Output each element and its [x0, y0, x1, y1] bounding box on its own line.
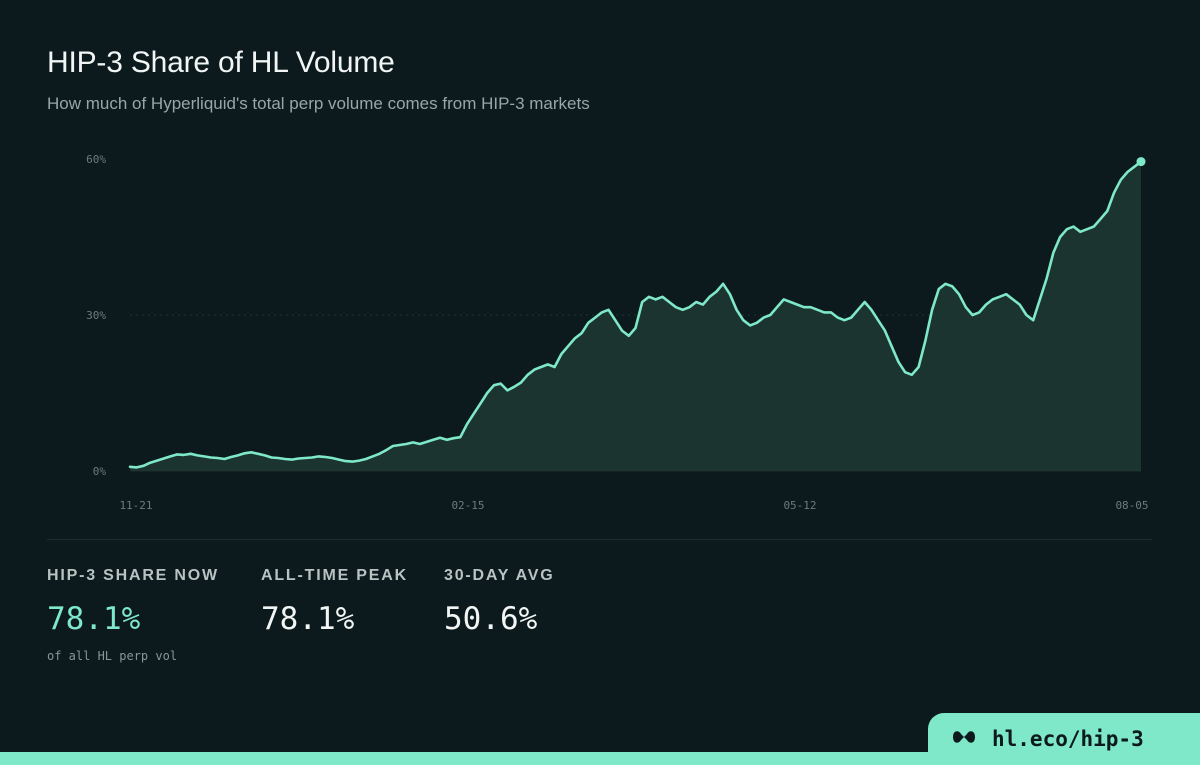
stat-label: ALL-TIME PEAK [261, 567, 408, 584]
x-tick-label: 02-15 [451, 499, 484, 512]
x-tick-label: 08-05 [1115, 499, 1148, 512]
chart-subtitle: How much of Hyperliquid's total perp vol… [47, 94, 590, 113]
x-tick-label: 05-12 [783, 499, 816, 512]
stat-share-now: HIP-3 SHARE NOW 78.1% of all HL perp vol [47, 567, 219, 663]
stat-all-time-peak: ALL-TIME PEAK 78.1% [261, 567, 408, 637]
chart-title: HIP-3 Share of HL Volume [47, 46, 395, 79]
last-point-marker [1136, 157, 1146, 167]
stat-note: of all HL perp vol [47, 649, 178, 663]
stat-30-day-avg: 30-DAY AVG 50.6% [444, 567, 554, 637]
stat-label: 30-DAY AVG [444, 567, 555, 584]
y-tick-label: 30% [86, 309, 106, 322]
series-line [128, 160, 1143, 469]
y-tick-label: 60% [86, 153, 106, 166]
divider [47, 539, 1152, 540]
area-chart: 0% 30% 60% 11-21 02-15 05-12 08-05 [86, 153, 1148, 512]
stat-label: HIP-3 SHARE NOW [47, 567, 219, 584]
link-badge[interactable]: hl.eco/hip-3 [928, 713, 1200, 765]
series-area [130, 161, 1141, 471]
stat-value: 78.1% [47, 601, 141, 637]
x-tick-label: 11-21 [119, 499, 152, 512]
hyperliquid-logo-icon [950, 728, 978, 751]
badge-link-text[interactable]: hl.eco/hip-3 [992, 727, 1144, 751]
stat-value: 50.6% [444, 601, 538, 637]
bottom-accent-bar [0, 752, 1200, 765]
y-tick-label: 0% [93, 465, 107, 478]
stat-value: 78.1% [261, 601, 355, 637]
